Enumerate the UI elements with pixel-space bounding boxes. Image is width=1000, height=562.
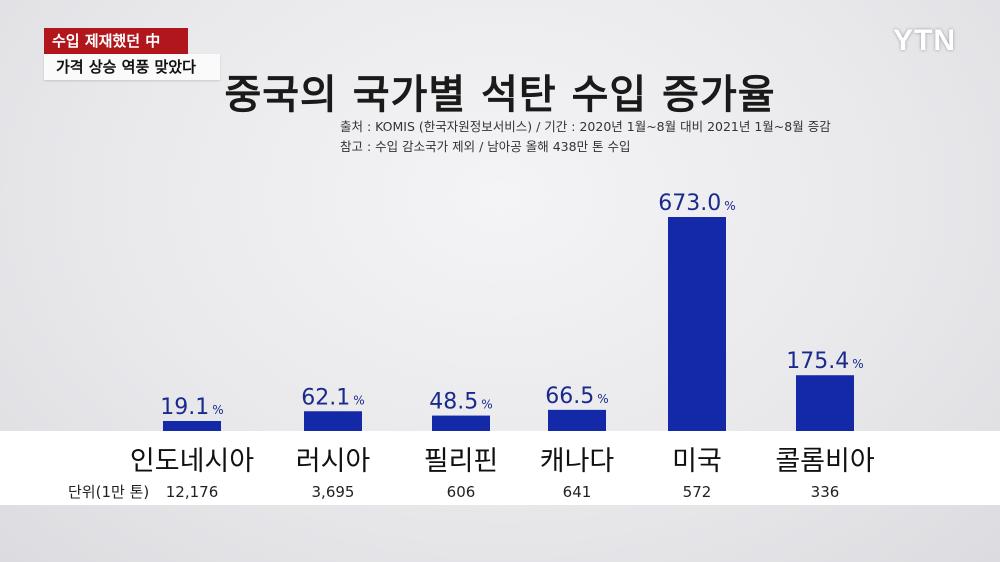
bar-4 bbox=[668, 217, 726, 431]
value-label-1: 62.1% bbox=[301, 385, 364, 410]
value-label-0: 19.1% bbox=[160, 395, 223, 420]
value-label-5: 175.4% bbox=[786, 349, 863, 374]
bar-0 bbox=[163, 421, 221, 431]
category-label-3: 캐나다 bbox=[540, 446, 615, 477]
ticker-subheadline: 가격 상승 역풍 맞았다 bbox=[44, 54, 220, 80]
category-label-0: 인도네시아 bbox=[130, 446, 254, 477]
volume-label-0: 12,176 bbox=[166, 483, 219, 501]
category-label-1: 러시아 bbox=[296, 446, 371, 477]
bar-3 bbox=[548, 409, 606, 431]
value-label-4: 673.0% bbox=[658, 191, 735, 216]
bar-1 bbox=[304, 411, 362, 431]
chart-reference-note: 참고 : 수입 감소국가 제외 / 남아공 올해 438만 톤 수입 bbox=[340, 139, 631, 154]
ytn-logo: YTN bbox=[893, 24, 956, 57]
value-label-2: 48.5% bbox=[429, 390, 492, 415]
chart-title: 중국의 국가별 석탄 수입 증가율 bbox=[224, 72, 776, 118]
volume-label-2: 606 bbox=[447, 483, 476, 501]
category-band bbox=[0, 431, 1000, 505]
bar-5 bbox=[796, 375, 854, 431]
volume-label-4: 572 bbox=[683, 483, 712, 501]
volume-label-5: 336 bbox=[811, 483, 840, 501]
category-label-4: 미국 bbox=[672, 446, 722, 477]
category-label-2: 필리핀 bbox=[424, 446, 499, 477]
volume-label-3: 641 bbox=[563, 483, 592, 501]
value-label-3: 66.5% bbox=[545, 384, 608, 409]
unit-label: 단위(1만 톤) bbox=[68, 483, 150, 501]
ticker-headline: 수입 제재했던 中 bbox=[44, 28, 188, 54]
bar-2 bbox=[432, 415, 490, 431]
category-label-5: 콜롬비아 bbox=[775, 446, 875, 477]
volume-label-1: 3,695 bbox=[312, 483, 355, 501]
chart-source-note: 출처 : KOMIS (한국자원정보서비스) / 기간 : 2020년 1월~8… bbox=[340, 119, 831, 134]
